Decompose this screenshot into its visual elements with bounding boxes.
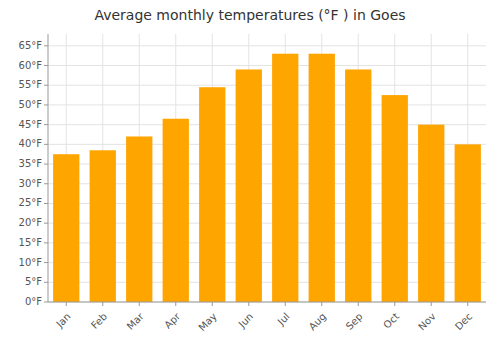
- y-tick: [44, 262, 48, 263]
- x-tick: [394, 302, 395, 306]
- x-tick: [139, 302, 140, 306]
- chart: 0°F 5°F 10°F 15°F 20°F 25°F 30°F 35°F 40°F 45°F 50…: [0, 0, 500, 350]
- x-tick: [212, 302, 213, 306]
- y-tick: [44, 242, 48, 243]
- y-tick-label: 65°F: [19, 40, 43, 51]
- bars: [53, 54, 481, 302]
- x-tick-label: Dec: [453, 311, 474, 332]
- x-tick: [321, 302, 322, 306]
- x-tick-label: Oct: [381, 311, 401, 331]
- grid-line: [48, 302, 486, 303]
- x-tick-label: May: [196, 311, 218, 333]
- axes: 0°F 5°F 10°F 15°F 20°F 25°F 30°F 35°F 40°F 45°F 50…: [19, 34, 486, 333]
- x-tick: [467, 302, 468, 306]
- x-tick-label: Apr: [162, 310, 183, 331]
- y-tick-label: 35°F: [19, 158, 43, 169]
- y-tick-label: 60°F: [19, 60, 43, 71]
- bar: [309, 54, 335, 302]
- x-tick: [248, 302, 249, 306]
- grid: [48, 34, 486, 302]
- x-tick-label: Mar: [125, 310, 147, 332]
- bar: [236, 69, 262, 302]
- bar: [90, 150, 116, 302]
- y-tick-label: 15°F: [19, 237, 43, 248]
- bar: [53, 154, 79, 302]
- y-tick: [44, 164, 48, 165]
- x-tick-label: Jan: [53, 311, 72, 330]
- y-tick-label: 0°F: [25, 296, 42, 307]
- bar: [418, 125, 444, 302]
- y-tick: [44, 124, 48, 125]
- bar: [272, 54, 298, 302]
- x-tick-label: Feb: [89, 311, 109, 331]
- x-tick: [358, 302, 359, 306]
- y-tick-label: 5°F: [25, 276, 42, 287]
- x-tick-label: Jul: [275, 311, 292, 328]
- grid-line: [48, 65, 486, 66]
- x-tick-label: Sep: [344, 311, 365, 332]
- bar: [126, 136, 152, 302]
- y-tick-label: 10°F: [19, 257, 43, 268]
- y-tick-label: 45°F: [19, 119, 43, 130]
- bar: [163, 119, 189, 302]
- bar: [345, 69, 371, 302]
- y-tick-label: 50°F: [19, 99, 43, 110]
- x-tick: [175, 302, 176, 306]
- y-tick: [44, 85, 48, 86]
- bar: [382, 95, 408, 302]
- y-tick-label: 20°F: [19, 217, 43, 228]
- chart-container: 0°F 5°F 10°F 15°F 20°F 25°F 30°F 35°F 40°F 45°F 50…: [0, 0, 500, 350]
- grid-line: [48, 104, 486, 105]
- title: Average monthly temperatures (°F ) in Go…: [94, 7, 405, 23]
- y-tick-label: 30°F: [19, 178, 43, 189]
- y-tick-label: 40°F: [19, 138, 43, 149]
- y-tick: [44, 282, 48, 283]
- y-axis-line: [48, 34, 49, 302]
- grid-line: [48, 85, 486, 86]
- y-tick: [44, 45, 48, 46]
- x-tick: [66, 302, 67, 306]
- y-tick: [44, 223, 48, 224]
- y-tick: [44, 104, 48, 105]
- y-tick-label: 55°F: [19, 79, 43, 90]
- y-tick-label: 25°F: [19, 197, 43, 208]
- x-tick: [431, 302, 432, 306]
- y-tick: [44, 183, 48, 184]
- x-tick-label: Aug: [307, 311, 329, 333]
- bar: [455, 144, 481, 302]
- y-tick: [44, 144, 48, 145]
- x-tick-label: Jun: [236, 311, 256, 331]
- grid-line: [48, 45, 486, 46]
- x-axis-line: [48, 302, 486, 303]
- y-tick: [44, 302, 48, 303]
- bar: [199, 87, 225, 302]
- y-tick: [44, 203, 48, 204]
- y-tick: [44, 65, 48, 66]
- x-tick-label: Nov: [416, 311, 438, 333]
- x-tick: [102, 302, 103, 306]
- x-tick: [285, 302, 286, 306]
